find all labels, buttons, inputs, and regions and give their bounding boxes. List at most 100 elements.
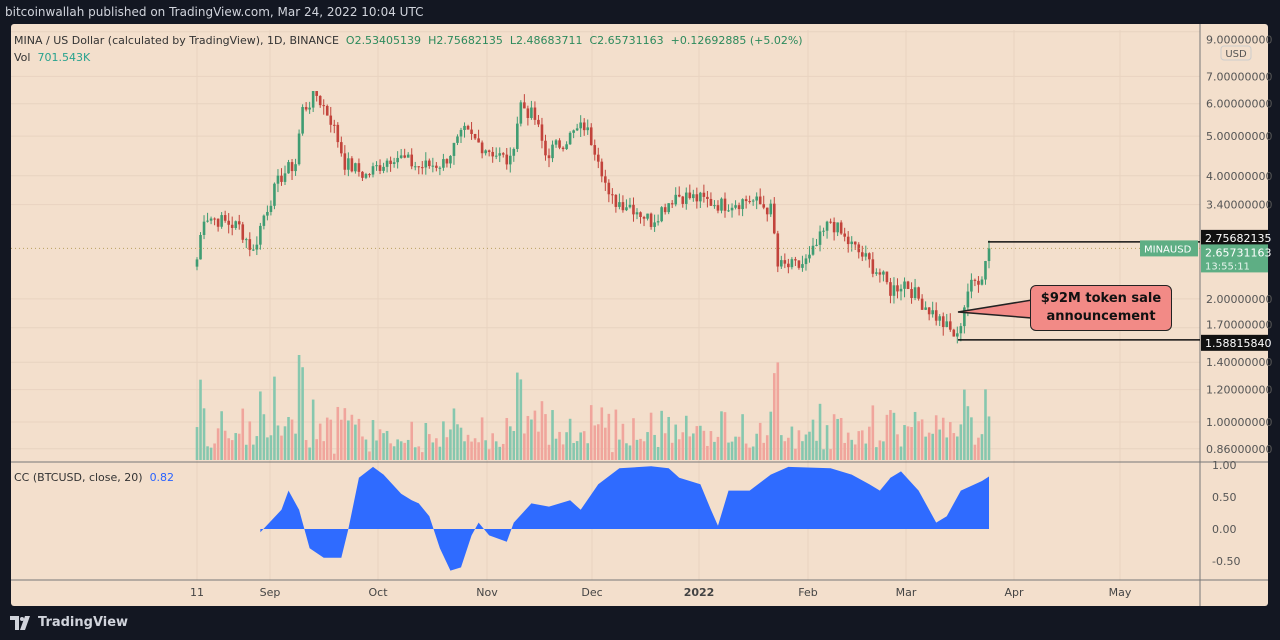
volume-bar: [857, 431, 861, 460]
cc-area: [260, 466, 989, 571]
candle-body: [382, 166, 385, 171]
candle-body: [283, 173, 287, 182]
candle-body: [449, 155, 452, 164]
annotation-callout[interactable]: $92M token sale announcement: [1030, 285, 1172, 331]
candle-body: [452, 142, 456, 156]
candle-body: [670, 203, 674, 205]
volume-bar: [252, 444, 255, 460]
volume-bar: [329, 419, 333, 460]
candle-body: [709, 198, 713, 206]
volume-bar: [727, 442, 730, 460]
candle-body: [340, 142, 343, 154]
high-price-label: 2.75682135: [1205, 232, 1271, 245]
volume-bar: [332, 453, 336, 460]
candle-body: [772, 203, 776, 234]
volume-bar: [822, 449, 825, 460]
candle-body: [262, 215, 266, 226]
candle-body: [565, 144, 568, 150]
volume-bar: [628, 445, 632, 460]
volume-bar: [382, 433, 385, 460]
ohlc-open: O2.53405139: [345, 34, 422, 47]
candle-body: [301, 107, 304, 134]
volume-bar: [663, 433, 667, 460]
volume-bar: [248, 421, 252, 460]
volume-bar: [389, 443, 392, 460]
volume-bar: [301, 367, 304, 460]
volume-bar: [593, 425, 597, 460]
candle-body: [885, 271, 889, 283]
candle-body: [948, 321, 952, 330]
volume-bar: [737, 436, 741, 460]
candle-body: [523, 102, 526, 109]
candle-body: [720, 198, 723, 211]
price-tick-label: 1.40000000: [1206, 356, 1272, 369]
candle-body: [716, 205, 720, 211]
candle-body: [216, 218, 220, 227]
volume-bar: [487, 449, 491, 460]
volume-bar: [364, 439, 368, 460]
candle-body: [280, 175, 283, 182]
volume-bar: [748, 447, 751, 460]
volume-bar: [864, 443, 868, 460]
volume-bar: [878, 440, 882, 460]
volume-bar: [473, 438, 477, 460]
candle-body: [516, 123, 519, 149]
volume-bar: [625, 443, 628, 460]
volume-bar: [241, 408, 245, 460]
candle-body: [692, 194, 695, 199]
price-tick-label: 4.00000000: [1206, 170, 1272, 183]
candle-body: [526, 108, 530, 118]
volume-bar: [435, 438, 438, 460]
candle-body: [956, 333, 959, 337]
volume-bar: [480, 417, 484, 460]
candle-body: [325, 105, 329, 116]
volume-bar: [209, 447, 213, 460]
volume-bar: [677, 439, 681, 460]
volume-bar: [832, 414, 836, 460]
candle-body: [635, 212, 639, 215]
volume-bar: [730, 441, 734, 460]
logo-text: TradingView: [38, 615, 129, 630]
candle-body: [882, 271, 885, 275]
candle-body: [396, 157, 399, 163]
volume-bar: [783, 441, 787, 460]
candle-body: [875, 272, 878, 274]
candle-body: [815, 244, 818, 246]
volume-bar: [505, 417, 509, 460]
candle-body: [473, 133, 477, 139]
candle-body: [699, 192, 702, 202]
candle-body: [927, 307, 931, 315]
volume-bar: [428, 434, 431, 460]
candle-body: [290, 162, 294, 172]
candle-body: [403, 155, 406, 158]
volume-bar: [558, 431, 561, 460]
volume-bar: [276, 425, 280, 460]
volume-bar: [713, 441, 716, 460]
volume-bar: [262, 414, 266, 460]
candle-body: [308, 107, 311, 110]
volume-bar: [322, 441, 326, 460]
tradingview-logo[interactable]: TradingView: [10, 615, 128, 630]
candle-body: [913, 287, 917, 299]
volume-bar: [910, 427, 913, 460]
volume-bar: [417, 446, 421, 460]
volume-bar: [371, 420, 375, 460]
candle-body: [751, 200, 755, 202]
volume-bar: [868, 426, 871, 460]
volume-bar: [463, 441, 466, 460]
volume-bar: [392, 446, 396, 460]
candle-body: [600, 161, 604, 177]
candle-body: [410, 154, 414, 167]
volume-bar: [237, 433, 241, 460]
candle-body: [963, 307, 966, 327]
candle-body: [442, 159, 445, 168]
volume-bar: [882, 441, 885, 460]
candle-body: [628, 204, 632, 208]
candle-body: [611, 194, 614, 196]
candle-body: [621, 202, 625, 211]
candle-body: [456, 136, 459, 143]
volume-bar: [695, 426, 699, 460]
candle-body: [695, 194, 699, 202]
candle-body: [864, 253, 868, 257]
